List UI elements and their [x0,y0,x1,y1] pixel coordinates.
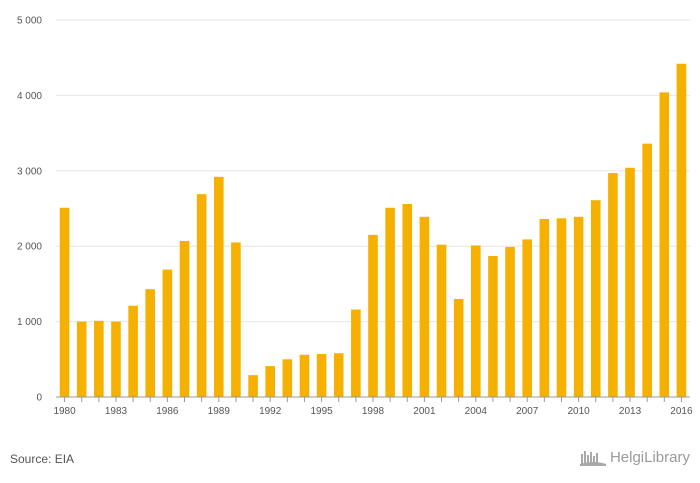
x-tick-label: 1995 [310,406,333,417]
x-tick-label: 1980 [53,406,76,417]
y-axis-ticks: 0 1 000 2 000 3 000 4 000 5 000 [17,16,42,404]
x-tick-label: 1989 [208,406,231,417]
bar-2008[interactable] [539,219,550,397]
bar-1986[interactable] [162,269,173,397]
bar-1989[interactable] [213,176,224,397]
bar-1985[interactable] [145,289,156,397]
bar-2011[interactable] [590,200,601,397]
bar-2009[interactable] [556,218,567,397]
bar-1981[interactable] [76,321,87,397]
x-tick-label: 1983 [105,406,128,417]
x-tick-label: 2016 [670,406,693,417]
bar-1984[interactable] [128,305,138,397]
bar-1982[interactable] [94,320,104,397]
bar-2005[interactable] [488,256,498,397]
bar-2013[interactable] [625,167,635,397]
bar-1996[interactable] [333,353,344,397]
bar-series [59,63,687,398]
bar-2012[interactable] [608,173,618,397]
bar-2007[interactable] [522,239,533,397]
bar-1990[interactable] [231,242,241,397]
bar-2002[interactable] [436,244,447,397]
y-gridlines [56,19,690,323]
bar-1999[interactable] [385,207,395,397]
brand-logo[interactable]: HelgiLibrary [579,448,690,466]
bar-2001[interactable] [419,216,430,397]
bar-2006[interactable] [505,246,515,397]
x-tick-label: 2004 [465,406,488,417]
bar-2014[interactable] [642,143,652,397]
x-tick-label: 2007 [516,406,539,417]
y-tick-label: 3 000 [17,166,42,177]
brand-name: HelgiLibrary [609,448,690,466]
x-axis-ticks: 1980 1983 1986 1989 1992 1995 1998 2001 2004 2007… [53,397,693,417]
bar-1980[interactable] [59,207,70,397]
x-tick-label: 2010 [567,406,590,417]
bar-2010[interactable] [573,216,584,397]
bar-2015[interactable] [659,92,670,397]
y-tick-label: 5 000 [17,16,42,27]
bar-1995[interactable] [316,354,327,397]
y-tick-label: 4 000 [17,91,42,102]
bar-1987[interactable] [179,240,190,397]
bar-2004[interactable] [471,245,481,397]
bar-1994[interactable] [299,354,310,397]
bar-1993[interactable] [282,359,293,397]
x-tick-label: 2001 [413,406,436,417]
bar-1983[interactable] [111,321,121,397]
source-note: Source: EIA [10,452,75,466]
x-tick-label: 2013 [619,406,642,417]
x-tick-label: 1992 [259,406,282,417]
bar-1998[interactable] [368,234,378,397]
library-logo-icon [579,451,606,466]
x-tick-label: 1998 [362,406,385,417]
y-tick-label: 1 000 [17,317,42,328]
y-tick-label: 0 [36,393,42,404]
bar-2003[interactable] [453,298,464,397]
bar-1988[interactable] [196,194,207,397]
bar-2016[interactable] [676,63,687,398]
x-tick-label: 1986 [156,406,179,417]
bar-1997[interactable] [351,309,361,397]
y-tick-label: 2 000 [17,242,42,253]
bar-2000[interactable] [402,203,413,397]
bar-1991[interactable] [248,375,258,397]
bar-1992[interactable] [265,366,275,397]
